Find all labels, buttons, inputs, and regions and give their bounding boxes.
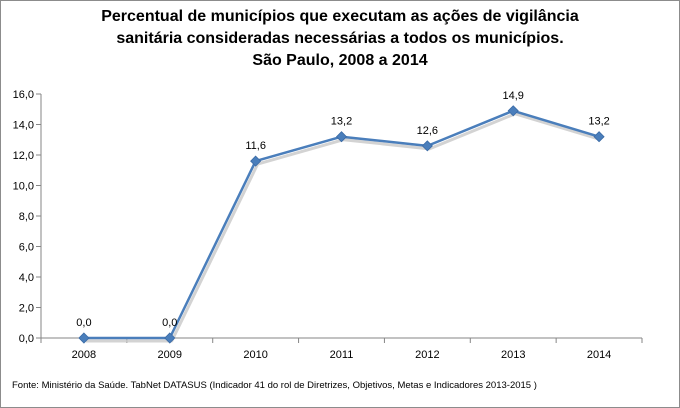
data-label: 12,6 <box>417 125 438 137</box>
x-tick-label: 2012 <box>415 349 439 361</box>
data-label: 13,2 <box>331 116 352 128</box>
y-tick-label: 2,0 <box>19 303 34 315</box>
y-tick-label: 16,0 <box>13 89 34 101</box>
x-tick-label: 2010 <box>243 349 267 361</box>
chart-title-line-3: São Paulo, 2008 a 2014 <box>252 52 428 69</box>
data-point <box>250 155 262 167</box>
y-tick-label: 6,0 <box>19 242 34 254</box>
y-tick-label: 8,0 <box>19 211 34 223</box>
data-point <box>78 332 90 344</box>
data-point <box>335 131 348 143</box>
data-point <box>164 332 176 344</box>
chart-title: Percentual de municípios que executam as… <box>0 6 680 72</box>
x-tick-label: 2011 <box>330 349 354 361</box>
data-label: 11,6 <box>245 140 266 152</box>
series-line <box>83 109 600 340</box>
series-line-shadow <box>85 112 602 343</box>
y-tick-label: 0,0 <box>19 333 34 345</box>
source-note: Fonte: Ministério da Saúde. TabNet DATAS… <box>12 380 537 391</box>
data-label: 0,0 <box>162 317 177 329</box>
x-tick-label: 2014 <box>587 349 611 361</box>
data-label: 14,9 <box>503 90 524 102</box>
y-tick-label: 10,0 <box>13 181 34 193</box>
data-label: 0,0 <box>76 317 91 329</box>
chart-title-line-1: Percentual de municípios que executam as… <box>101 8 579 25</box>
data-label: 13,2 <box>588 116 609 128</box>
chart-title-line-2: sanitária consideradas necessárias a tod… <box>116 30 564 47</box>
y-tick-label: 14,0 <box>13 120 34 132</box>
x-tick-label: 2009 <box>158 349 182 361</box>
data-point <box>507 105 519 117</box>
x-tick-label: 2008 <box>72 349 96 361</box>
x-tick-label: 2013 <box>501 349 525 361</box>
data-point <box>593 131 605 143</box>
y-tick-label: 4,0 <box>19 272 34 284</box>
data-point <box>421 140 433 152</box>
y-tick-label: 12,0 <box>13 150 34 162</box>
